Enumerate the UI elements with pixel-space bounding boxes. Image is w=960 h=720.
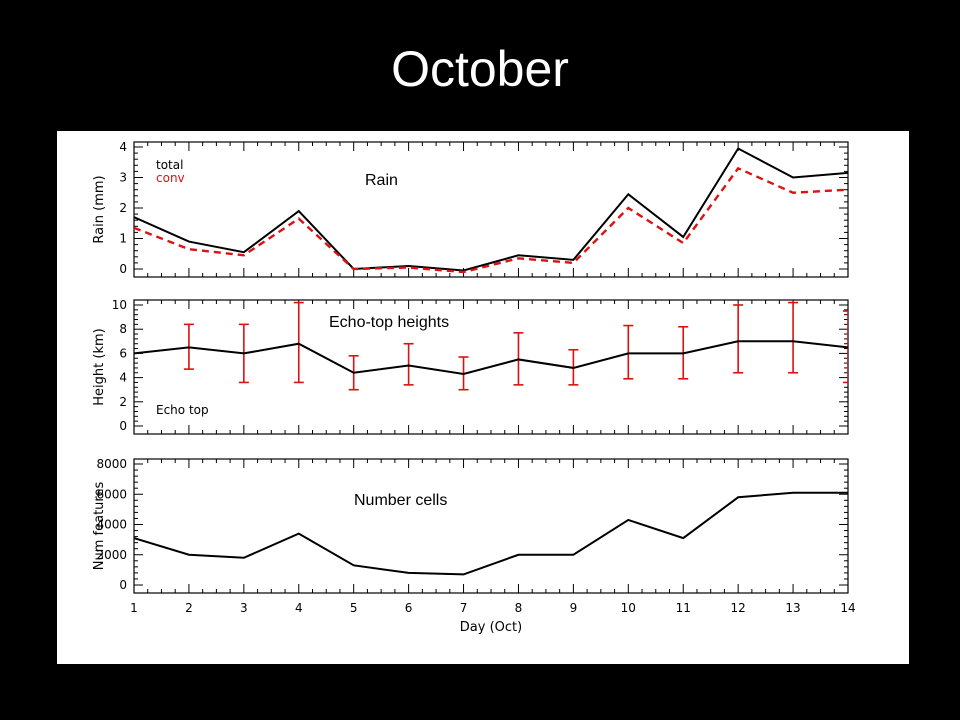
x-tick-label: 2 (185, 601, 193, 615)
y-tick-label: 8 (119, 322, 127, 336)
panel-annotation: Echo-top heights (329, 314, 449, 331)
error-bar (403, 342, 414, 386)
y-tick-label: 0 (119, 262, 127, 276)
x-tick-label: 7 (460, 601, 468, 615)
x-tick-label: 6 (405, 601, 413, 615)
x-tick-label: 13 (785, 601, 800, 615)
series-line-main (134, 491, 848, 576)
panel-annotation: Rain (365, 172, 398, 189)
error-bar (788, 301, 799, 374)
y-tick-label: 8000 (96, 457, 127, 471)
y-tick-label: 2000 (96, 548, 127, 562)
series-group (134, 147, 848, 274)
x-tick-label: 14 (840, 601, 855, 615)
y-tick-label: 6 (119, 346, 127, 360)
x-tick-label: 3 (240, 601, 248, 615)
x-tick-label: 4 (295, 601, 303, 615)
x-tick-label: 12 (731, 601, 746, 615)
plot-frame (133, 458, 849, 594)
figure-panel: 0 1 2 3 4 Rain (mm) total conv Rain 0 2 4 6 8 10 Height… (57, 131, 909, 664)
y-tick-label: 0 (119, 419, 127, 433)
error-bar (623, 324, 634, 380)
series-line-conv (134, 166, 848, 274)
error-bar (733, 304, 744, 374)
y-tick-label: 6000 (96, 487, 127, 501)
series-group (134, 301, 848, 391)
series-line-total (134, 147, 848, 272)
legend-entry: Echo top (156, 403, 209, 417)
panel-2: 0 2 4 6 8 10 Height (km) Echo top Echo-top heigh… (92, 298, 849, 435)
x-tick-label: 9 (570, 601, 578, 615)
y-tick-label: 0 (119, 578, 127, 592)
x-tick-label: 11 (676, 601, 691, 615)
y-axis-label: Height (km) (92, 328, 107, 405)
y-tick-label: 4 (119, 140, 127, 154)
y-tick-label: 3 (119, 171, 127, 185)
x-axis-label: Day (Oct) (460, 620, 522, 635)
slide-title: October (391, 41, 569, 97)
series-group (134, 491, 848, 576)
panel-annotation: Number cells (354, 492, 447, 509)
y-tick-label: 2 (119, 395, 127, 409)
y-axis-label: Num features (92, 482, 107, 571)
error-bar (293, 301, 304, 384)
legend-entry: conv (156, 171, 185, 185)
x-tick-label: 10 (621, 601, 636, 615)
y-axis-label: Rain (mm) (92, 175, 107, 243)
x-tick-label: 1 (130, 601, 138, 615)
series-line-main (134, 340, 848, 375)
y-tick-label: 10 (112, 298, 127, 312)
x-tick-label: 8 (515, 601, 523, 615)
x-tick-label: 5 (350, 601, 358, 615)
y-tick-label: 1 (119, 232, 127, 246)
legend-entry: total (156, 158, 183, 172)
y-tick-label: 2 (119, 201, 127, 215)
y-tick-label: 4000 (96, 518, 127, 532)
y-tick-label: 4 (119, 371, 127, 385)
error-bar (843, 310, 848, 384)
plot-frame (133, 141, 849, 278)
